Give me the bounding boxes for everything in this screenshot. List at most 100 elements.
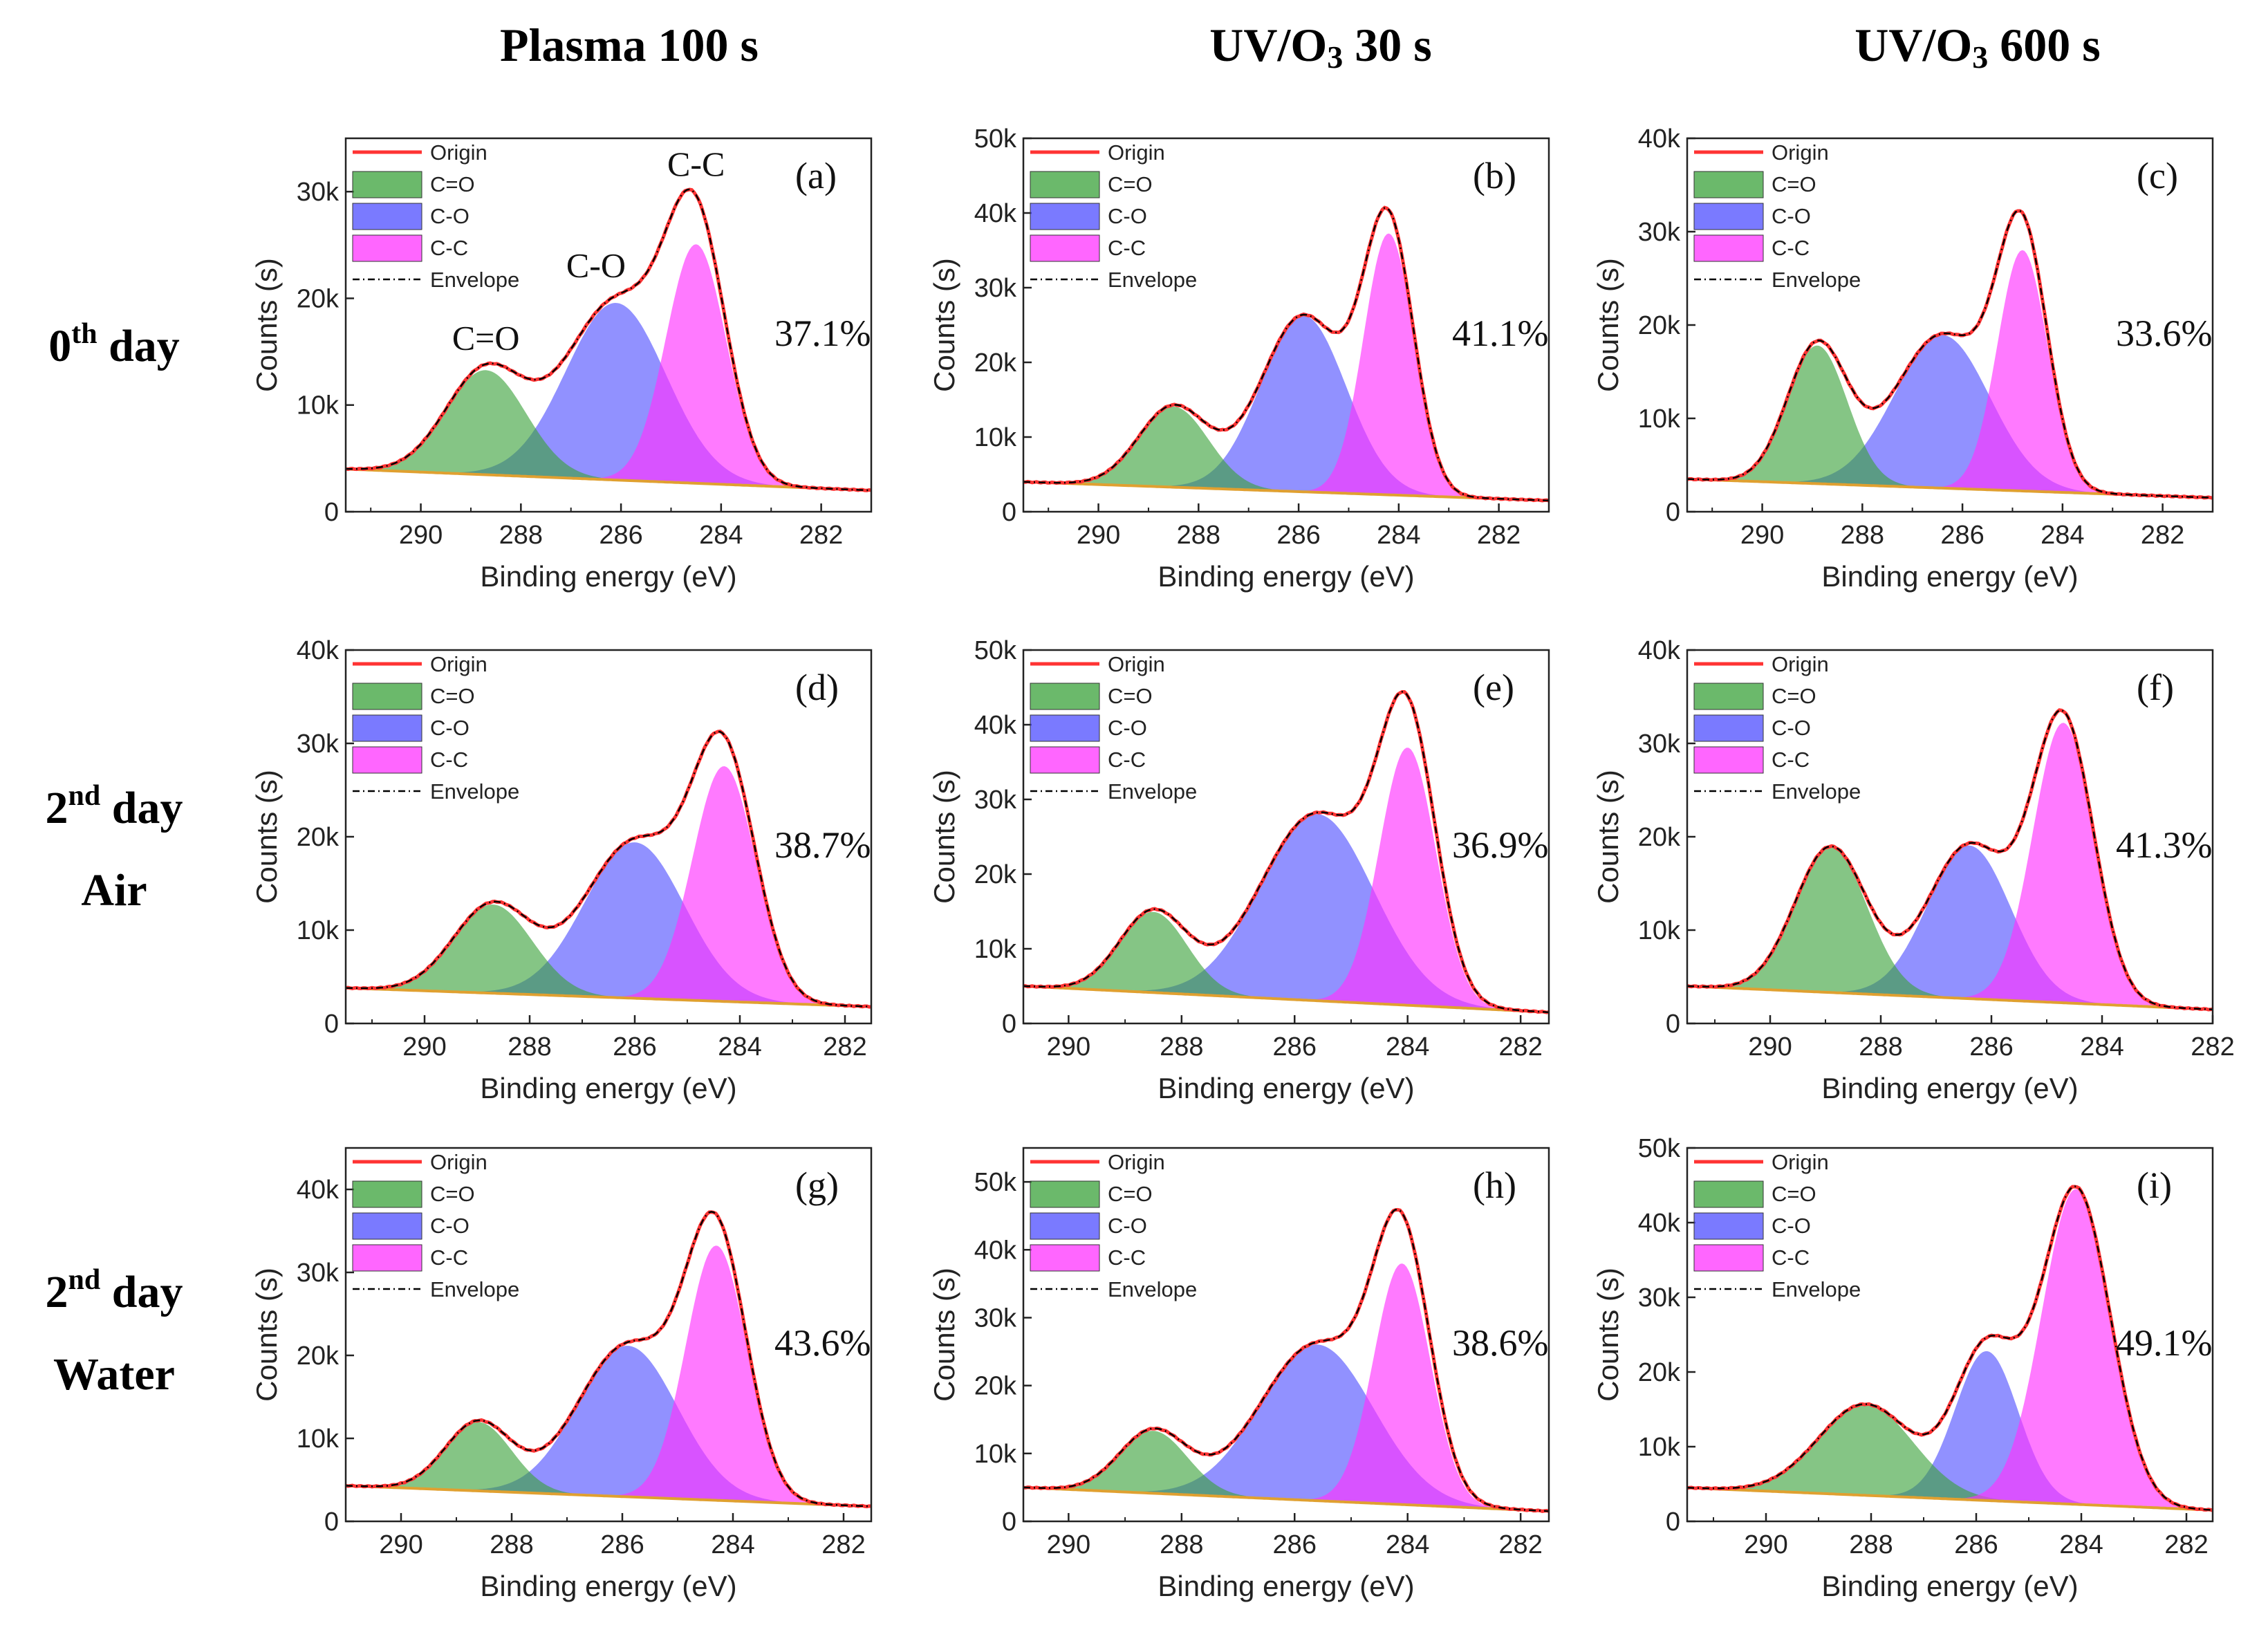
panel-e: 290 288 286 284 282 0 10k 20k 30k 40k 50k Binding e… [928, 636, 1550, 1104]
legend: Origin C=O C-O C-C Envelope [1030, 1150, 1197, 1301]
plot-frame [344, 1147, 873, 1523]
legend-label: Origin [430, 140, 487, 165]
legend-label: C-C [1108, 1245, 1146, 1270]
legend: Origin C=O C-O C-C Envelope [1693, 652, 1861, 804]
legend-label: C=O [1772, 172, 1816, 196]
peak-c-c-fill [1687, 723, 2213, 1010]
y-tick-label: 0 [324, 498, 339, 527]
legend-label: C=O [430, 684, 475, 708]
y-tick-label: 10k [297, 391, 340, 420]
row-header-2nd-day-air: 2nd day Air [14, 768, 214, 932]
x-tick-label: 288 [508, 1032, 551, 1061]
panel-g: 290 288 286 284 282 0 10k 20k 30k 40k Binding ener… [250, 1147, 873, 1602]
peak-ceqo-fill [1023, 1431, 1549, 1512]
plot-frame [1022, 1147, 1550, 1523]
y-tick-label: 20k [974, 1372, 1017, 1401]
y-tick-label: 0 [1666, 1508, 1680, 1537]
y-tick-label: 0 [324, 1508, 339, 1537]
c-c-percentage: 41.1% [1452, 313, 1548, 354]
peak-ceqo-fill [1687, 1404, 2213, 1510]
panel-label: (f) [2137, 667, 2174, 708]
x-tick-label: 286 [1969, 1032, 2013, 1061]
peak-ceqo-fill [346, 1422, 871, 1507]
y-tick-label: 50k [974, 124, 1017, 154]
x-tick-label: 288 [1841, 521, 1884, 550]
column-header-plasma: Plasma 100 s [387, 18, 871, 80]
c-c-percentage: 37.1% [774, 313, 871, 354]
legend-label: C=O [1108, 684, 1153, 708]
legend-label: Envelope [1772, 1277, 1861, 1301]
baseline-line [1023, 1485, 1549, 1513]
peak-c-c-fill [346, 766, 871, 1007]
legend: Origin C=O C-O C-C Envelope [352, 652, 519, 804]
peak-ceqo-fill [1687, 846, 2213, 1010]
y-axis-label: Counts (s) [1592, 1268, 1624, 1402]
legend: Origin C=O C-O C-C Envelope [1693, 1150, 1861, 1301]
peak-ceqo-fill [346, 370, 871, 491]
plot-area [1023, 1207, 1549, 1513]
peak-c-c-fill [1023, 748, 1549, 1012]
panel-label: (g) [795, 1165, 839, 1206]
legend-swatch-c-o [1693, 203, 1764, 230]
legend-swatch-ceqo [1693, 683, 1764, 710]
y-tick-label: 20k [297, 823, 340, 852]
x-axis-label: Binding energy (eV) [1821, 560, 2078, 593]
legend-label: C-O [1108, 1214, 1147, 1238]
y-tick-label: 40k [297, 636, 340, 665]
x-tick-label: 288 [1859, 1032, 1902, 1061]
row-header-tail: day [100, 1267, 183, 1317]
x-tick-label: 286 [600, 1530, 644, 1559]
legend-swatch-c-c [352, 746, 422, 774]
legend-label: C-C [1772, 236, 1810, 260]
x-tick-label: 290 [1740, 521, 1784, 550]
legend-label: Origin [430, 652, 487, 676]
row-header-line1: 2nd day [14, 768, 214, 850]
y-tick-label: 30k [297, 1259, 340, 1288]
legend-label: C-C [430, 1245, 468, 1270]
legend-swatch-c-c [1693, 1244, 1764, 1272]
legend-swatch-ceqo [1030, 1180, 1100, 1208]
y-tick-label: 50k [974, 636, 1017, 665]
y-axis-label: Counts (s) [928, 1268, 960, 1402]
x-tick-label: 284 [2059, 1530, 2103, 1559]
legend-label: Envelope [1772, 779, 1861, 804]
y-axis-label: Counts (s) [250, 258, 283, 392]
x-tick-label: 282 [1477, 521, 1521, 550]
x-tick-label: 282 [2164, 1530, 2208, 1559]
y-tick-label: 30k [297, 178, 340, 207]
envelope-line [1687, 210, 2213, 499]
y-tick-label: 30k [297, 730, 340, 759]
peak-c-c-fill [346, 244, 871, 491]
peak-ceqo-fill [1687, 345, 2213, 498]
baseline-line [1687, 985, 2213, 1011]
row-header-2nd-day-water: 2nd day Water [14, 1252, 214, 1416]
y-tick-label: 20k [1638, 311, 1681, 340]
y-axis-label: Counts (s) [928, 258, 960, 392]
y-tick-label: 40k [1638, 124, 1681, 154]
column-header-tail: 30 s [1343, 19, 1432, 71]
y-tick-label: 10k [974, 423, 1017, 452]
x-axis-label: Binding energy (eV) [480, 560, 736, 593]
row-header-num: 2 [45, 1267, 68, 1317]
y-tick-label: 30k [974, 1304, 1017, 1333]
legend-label: C-C [1772, 1245, 1810, 1270]
c-c-percentage: 36.9% [1452, 824, 1548, 866]
x-tick-label: 286 [1273, 1032, 1317, 1061]
plot-area [346, 730, 871, 1009]
panel-i: 290 288 286 284 282 0 10k 20k 30k 40k 50k Binding e… [1592, 1134, 2214, 1602]
panel-label: (d) [795, 667, 839, 708]
legend-label: C-C [430, 236, 468, 260]
peak-annotation: C=O [452, 318, 520, 357]
legend: Origin C=O C-O C-C Envelope [1693, 140, 1861, 292]
x-tick-label: 286 [1940, 521, 1984, 550]
peak-c-o-fill [1687, 1351, 2213, 1510]
y-tick-label: 0 [1666, 1010, 1680, 1039]
panel-f: 290 288 286 284 282 0 10k 20k 30k 40k Binding ener… [1592, 636, 2235, 1104]
panel-c: 290 288 286 284 282 0 10k 20k 30k 40k Binding ener… [1592, 124, 2214, 593]
legend-label: C=O [430, 1182, 475, 1206]
peak-c-c-fill [1023, 233, 1549, 501]
row-header-sup: th [71, 318, 97, 350]
legend-label: C=O [1772, 684, 1816, 708]
plot-area [346, 187, 871, 492]
